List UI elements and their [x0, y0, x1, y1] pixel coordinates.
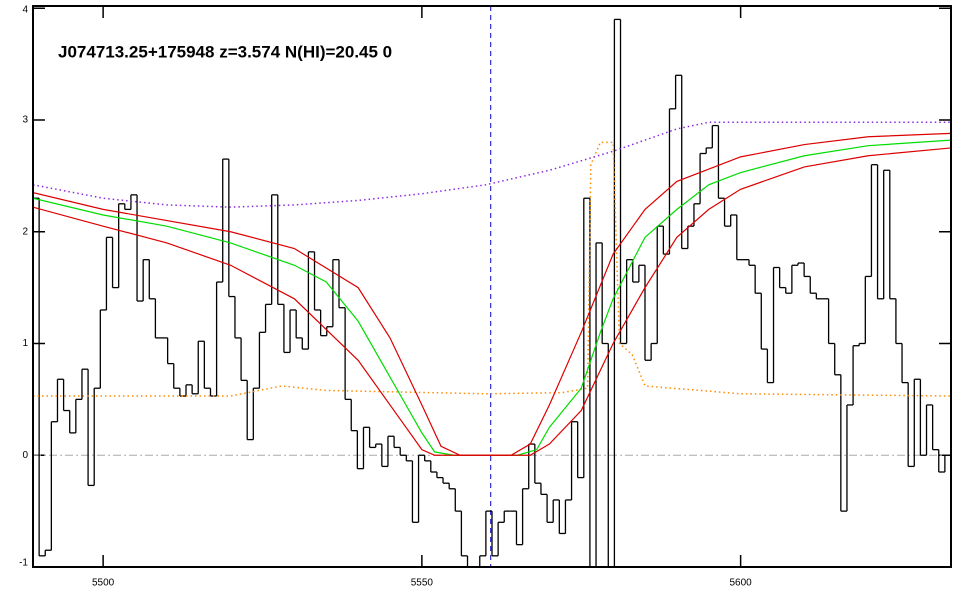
dotted-curve — [33, 141, 951, 397]
x-tick-label: 5600 — [730, 578, 753, 589]
x-tick-label: 5500 — [92, 578, 115, 589]
x-tick-label: 5550 — [411, 578, 434, 589]
plot-frame — [32, 5, 952, 568]
model-curve — [33, 147, 951, 456]
y-tick-label: 2 — [22, 226, 28, 237]
y-tick-label: 1 — [22, 338, 28, 349]
dotted-curve — [33, 121, 951, 208]
y-tick-label: 0 — [22, 450, 28, 461]
model-curve — [33, 132, 951, 456]
y-tick-label: 4 — [22, 5, 28, 16]
flux-connector — [38, 19, 946, 567]
chart-title: J074713.25+175948 z=3.574 N(HI)=20.45 0 — [58, 42, 392, 61]
y-tick-label: -1 — [19, 558, 28, 569]
model-curve — [33, 139, 951, 456]
y-tick-label: 3 — [22, 115, 28, 126]
